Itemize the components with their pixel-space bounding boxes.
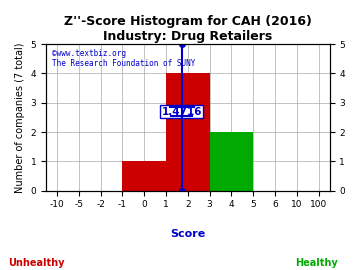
Text: Unhealthy: Unhealthy <box>8 258 64 268</box>
Text: Healthy: Healthy <box>296 258 338 268</box>
Title: Z''-Score Histogram for CAH (2016)
Industry: Drug Retailers: Z''-Score Histogram for CAH (2016) Indus… <box>64 15 312 43</box>
Bar <box>210 132 253 191</box>
Text: 1.4716: 1.4716 <box>161 107 202 117</box>
Bar <box>166 73 210 191</box>
Text: ©www.textbiz.org
The Research Foundation of SUNY: ©www.textbiz.org The Research Foundation… <box>52 49 195 68</box>
Y-axis label: Number of companies (7 total): Number of companies (7 total) <box>15 42 25 193</box>
Bar <box>122 161 166 191</box>
X-axis label: Score: Score <box>170 229 206 239</box>
